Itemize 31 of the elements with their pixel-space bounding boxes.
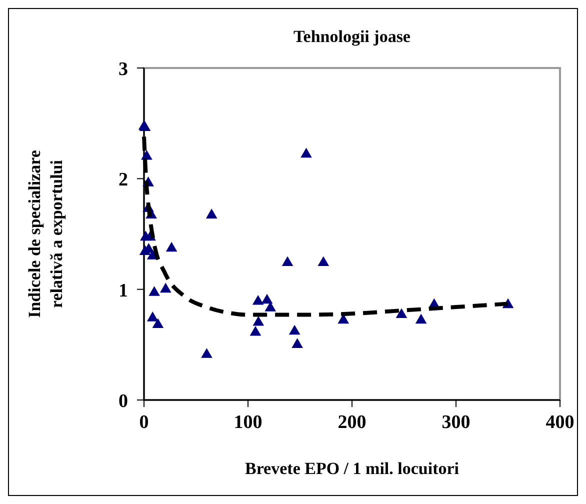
point bbox=[252, 295, 264, 305]
point bbox=[152, 318, 164, 328]
point bbox=[416, 314, 426, 324]
point bbox=[147, 312, 158, 322]
y-tick-label: 1 bbox=[118, 280, 128, 302]
point bbox=[166, 242, 177, 252]
y-axis-title: Indicele de specializare relativă a exportului bbox=[25, 150, 66, 318]
x-tick-label: 400 bbox=[546, 412, 574, 433]
point bbox=[206, 209, 217, 218]
point bbox=[282, 256, 293, 266]
y-tick-label: 0 bbox=[118, 391, 128, 412]
point bbox=[300, 148, 312, 158]
x-tick-label: 100 bbox=[234, 412, 262, 433]
y-tick-label: 2 bbox=[118, 170, 128, 191]
chart-title: Tehnologii joase bbox=[294, 27, 411, 46]
point bbox=[201, 348, 212, 358]
x-tick-label: 200 bbox=[338, 412, 366, 433]
point bbox=[396, 308, 407, 318]
point bbox=[289, 325, 300, 335]
x-tick-label: 300 bbox=[442, 412, 470, 433]
point bbox=[265, 302, 276, 312]
x-axis-title: Brevete EPO / 1 mil. locuitori bbox=[244, 459, 460, 478]
point bbox=[250, 326, 261, 336]
point bbox=[148, 286, 160, 296]
x-tick-label: 0 bbox=[139, 412, 149, 433]
point bbox=[160, 283, 171, 293]
point bbox=[253, 316, 264, 326]
point bbox=[318, 256, 329, 266]
point bbox=[292, 338, 303, 348]
y-tick-label: 3 bbox=[118, 59, 128, 80]
point bbox=[262, 294, 272, 304]
